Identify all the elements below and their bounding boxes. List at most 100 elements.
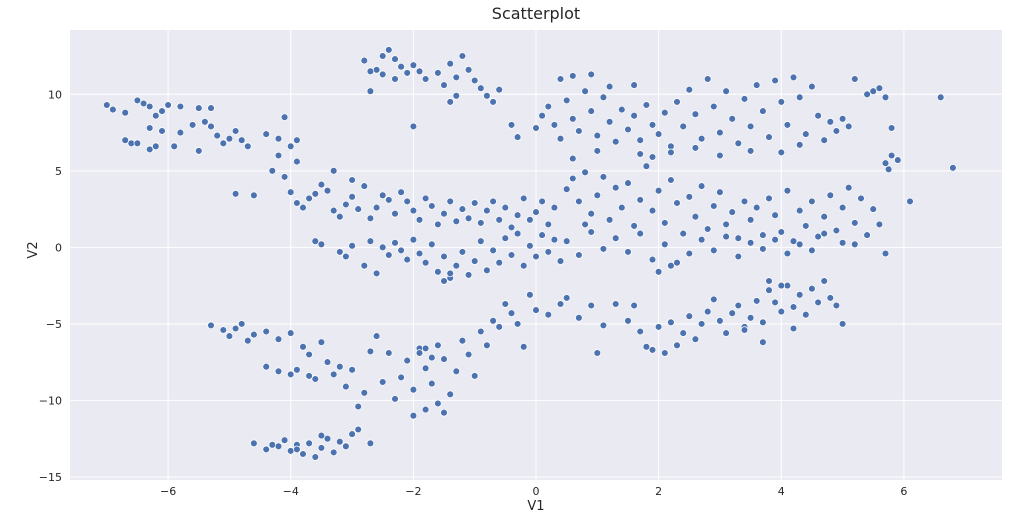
- scatter-point: [139, 99, 148, 108]
- scatter-point: [121, 108, 129, 117]
- scatter-point: [250, 191, 258, 200]
- scatter-point: [863, 231, 871, 239]
- scatter-point: [428, 202, 436, 210]
- scatter-point: [403, 356, 411, 365]
- scatter-point: [385, 46, 393, 54]
- scatter-point: [452, 217, 461, 226]
- scatter-point: [434, 341, 442, 350]
- scatter-point: [838, 239, 847, 247]
- scatter-point: [495, 323, 503, 331]
- scatter-point: [409, 235, 418, 244]
- scatter-point: [195, 104, 203, 112]
- scatter-point: [875, 220, 884, 229]
- scatter-point: [826, 294, 835, 302]
- scatter-point: [513, 133, 522, 141]
- scatter-point: [299, 343, 307, 351]
- scatter-point: [716, 128, 724, 137]
- scatter-point: [550, 203, 559, 212]
- scatter-point: [777, 307, 786, 316]
- scatter-point: [378, 70, 387, 79]
- y-tick-label: −5: [46, 318, 62, 331]
- scatter-point: [342, 382, 350, 391]
- x-tick-labels: −6 −4 −2 0 2 4 6: [160, 485, 907, 498]
- scatter-point: [636, 150, 644, 158]
- scatter-point: [403, 255, 411, 264]
- y-tick-label: 10: [48, 88, 62, 101]
- scatter-point: [495, 258, 503, 267]
- scatter-point: [857, 194, 865, 203]
- scatter-point: [195, 147, 203, 155]
- scatter-point: [605, 216, 614, 224]
- scatter-point: [716, 188, 724, 196]
- scatter-point: [538, 231, 546, 239]
- scatter-point: [599, 321, 608, 330]
- scatter-point: [667, 318, 675, 327]
- scatter-point: [673, 258, 681, 267]
- scatter-point: [421, 258, 430, 267]
- scatter-point: [477, 327, 485, 336]
- scatter-point: [293, 157, 301, 166]
- scatter-point: [556, 257, 565, 265]
- scatter-point: [397, 373, 405, 382]
- scatter-point: [519, 194, 528, 203]
- scatter-point: [851, 219, 859, 227]
- scatter-point: [274, 134, 283, 143]
- scatter-point: [728, 115, 736, 123]
- scatter-point: [483, 266, 491, 275]
- scatter-point: [746, 314, 755, 322]
- scatter-point: [403, 197, 411, 206]
- scatter-point: [464, 66, 473, 74]
- scatter-point: [293, 136, 301, 144]
- scatter-point: [526, 216, 534, 224]
- scatter-point: [949, 164, 957, 172]
- scatter-point: [446, 269, 454, 278]
- scatter-point: [207, 104, 215, 112]
- scatter-point: [863, 90, 871, 99]
- scatter-point: [317, 240, 326, 249]
- scatter-point: [286, 370, 295, 379]
- scatter-point: [765, 286, 773, 294]
- scatter-point: [237, 136, 246, 144]
- scatter-point: [360, 56, 369, 65]
- scatter-point: [587, 301, 595, 310]
- scatter-point: [587, 228, 595, 236]
- scatter-point: [385, 196, 393, 204]
- scatter-point: [513, 211, 522, 219]
- scatter-point: [103, 101, 111, 109]
- scatter-point: [887, 151, 896, 160]
- scatter-point: [470, 199, 479, 207]
- scatter-point: [121, 136, 129, 144]
- scatter-point: [458, 336, 467, 345]
- scatter-point: [716, 317, 724, 325]
- scatter-point: [348, 176, 356, 184]
- scatter-point: [722, 220, 730, 229]
- scatter-point: [820, 277, 828, 285]
- scatter-point: [145, 102, 154, 111]
- y-tick-label: 0: [55, 241, 62, 254]
- scatter-point: [851, 75, 859, 83]
- scatter-point: [201, 118, 209, 126]
- scatter-point: [145, 145, 154, 154]
- scatter-point: [477, 219, 485, 227]
- scatter-point: [789, 324, 798, 333]
- scatter-point: [464, 214, 473, 223]
- scatter-point: [526, 242, 534, 250]
- scatter-point: [519, 343, 528, 351]
- scatter-point: [378, 191, 387, 200]
- scatter-point: [532, 252, 540, 261]
- scatter-point: [605, 82, 614, 91]
- scatter-point: [575, 251, 583, 259]
- scatter-point: [176, 128, 185, 137]
- scatter-point: [734, 234, 743, 242]
- scatter-point: [207, 122, 215, 131]
- scatter-point: [722, 87, 730, 95]
- y-tick-label: 5: [55, 165, 62, 178]
- scatter-point: [562, 294, 571, 302]
- scatter-point: [894, 156, 902, 164]
- scatter-point: [452, 92, 461, 100]
- scatter-point: [336, 437, 344, 446]
- scatter-point: [286, 142, 295, 151]
- scatter-point: [317, 444, 326, 452]
- scatter-point: [777, 281, 786, 290]
